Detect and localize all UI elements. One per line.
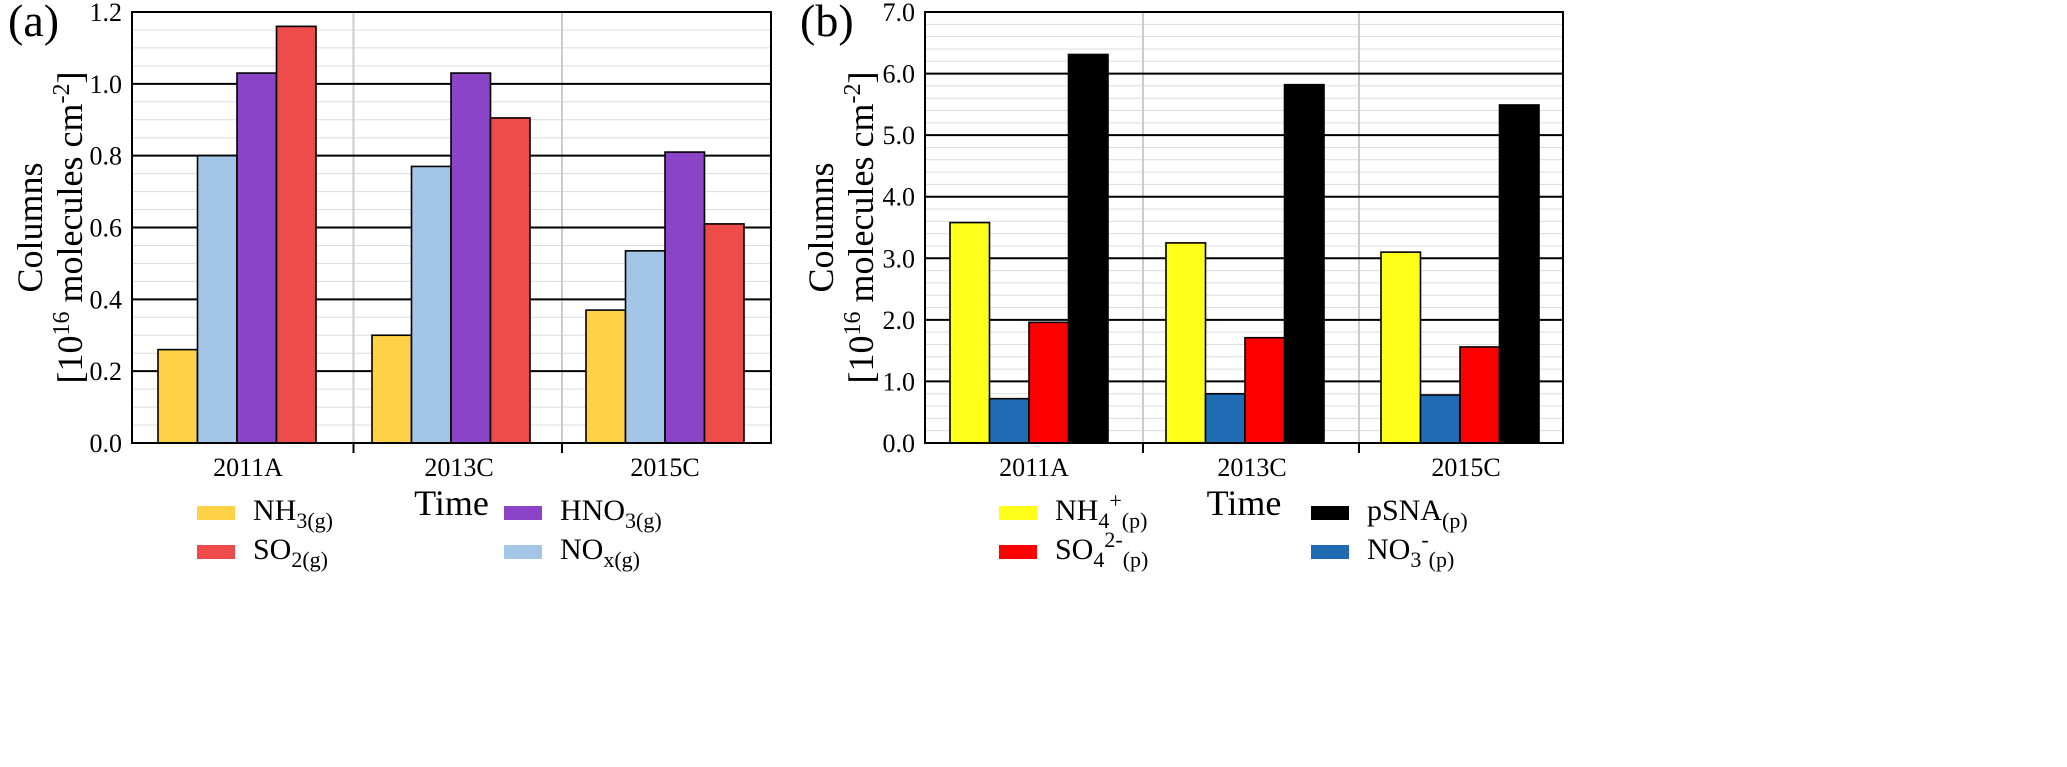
bar-so4-2011a — [1028, 321, 1070, 444]
bar-so2-2015c — [703, 223, 745, 444]
bar-nox-2015c — [624, 250, 666, 444]
bar-psna-2015c — [1498, 104, 1540, 444]
y-tick-label: 0.2 — [90, 357, 123, 386]
y-tick-label: 0.8 — [90, 142, 123, 171]
y-tick-label: 4.0 — [883, 183, 916, 212]
plot-frame — [924, 11, 1564, 444]
y-tick-label: 5.0 — [883, 121, 916, 150]
bar-so4-2013c — [1244, 336, 1286, 444]
y-tick-label: 1.0 — [90, 70, 123, 99]
y-tick-label: 3.0 — [883, 244, 916, 273]
legend-swatch-hno3 — [504, 506, 542, 520]
x-tick-label: 2013C — [424, 453, 493, 482]
y-tick-label: 1.2 — [90, 0, 123, 27]
legend-swatch-psna — [1311, 506, 1349, 520]
legend-swatch-so2 — [197, 545, 235, 559]
legend-label-nh4: NH4+(p) — [1055, 488, 1147, 533]
bar-nox-2011a — [196, 154, 238, 444]
y-tick-label: 0.0 — [883, 429, 916, 458]
legend-swatch-nox — [504, 545, 542, 559]
bar-no3-2015c — [1419, 394, 1461, 444]
bar-so4-2015c — [1459, 346, 1501, 444]
legend-swatch-nh3 — [197, 506, 235, 520]
x-tick-label: 2011A — [999, 453, 1069, 482]
bar-hno3-2011a — [236, 72, 278, 444]
bar-no3-2013c — [1204, 392, 1246, 444]
bar-nh3-2011a — [157, 348, 199, 444]
bar-so2-2013c — [489, 117, 531, 444]
bar-so2-2011a — [275, 25, 317, 444]
bar-hno3-2015c — [664, 151, 706, 444]
bar-nh4-2011a — [949, 221, 991, 444]
legend-label-psna: pSNA(p) — [1367, 494, 1468, 533]
y-tick-label: 0.6 — [90, 214, 123, 243]
legend-swatch-nh4 — [999, 506, 1037, 520]
bar-psna-2013c — [1283, 83, 1325, 444]
x-tick-label: 2013C — [1217, 453, 1286, 482]
legend-swatch-so4 — [999, 545, 1037, 559]
legend-swatch-no3 — [1311, 545, 1349, 559]
bar-nh4-2013c — [1165, 242, 1207, 444]
bar-nh3-2015c — [585, 309, 627, 444]
y-axis-label: Columns — [10, 162, 50, 292]
y-tick-label: 1.0 — [883, 367, 916, 396]
legend-label-nh3: NH3(g) — [253, 494, 333, 533]
bar-no3-2011a — [988, 397, 1030, 444]
chart-panel-a: 0.0 0.2 0.4 0.6 0.8 1.0 1.2 2011A 2013C 2015C Time… — [10, 0, 772, 572]
y-tick-label: 0.4 — [90, 285, 123, 314]
chart-panel-b: 0.0 1.0 2.0 3.0 4.0 5.0 6.0 7.0 2011A 2013C 2015C T… — [801, 0, 1564, 572]
bar-nh4-2015c — [1380, 251, 1422, 444]
panel-b-label: (b) — [800, 0, 854, 46]
y-tick-label: 0.0 — [90, 429, 123, 458]
y-axis-label: Columns — [801, 162, 841, 292]
bar-hno3-2013c — [450, 72, 492, 444]
x-tick-label: 2011A — [213, 453, 283, 482]
plot-frame — [131, 11, 772, 444]
legend-label-so2: SO2(g) — [253, 533, 328, 572]
bar-psna-2011a — [1067, 53, 1109, 444]
x-axis-label: Time — [414, 483, 489, 523]
y-axis-unit-label: [1016 molecules cm-2] — [840, 72, 881, 384]
x-tick-label: 2015C — [630, 453, 699, 482]
panel-a-label: (a) — [8, 0, 60, 46]
bar-nox-2013c — [410, 165, 452, 444]
legend-label-hno3: HNO3(g) — [560, 494, 662, 533]
legend-label-no3: NO3-(p) — [1367, 527, 1454, 572]
y-tick-label: 6.0 — [883, 60, 916, 89]
legend-label-so4: SO42-(p) — [1055, 527, 1148, 572]
y-axis-unit-label: [1016 molecules cm-2] — [49, 72, 90, 384]
legend-label-nox: NOx(g) — [560, 533, 640, 572]
x-tick-label: 2015C — [1431, 453, 1500, 482]
y-tick-label: 7.0 — [883, 0, 916, 27]
bar-nh3-2013c — [371, 334, 413, 444]
y-tick-label: 2.0 — [883, 306, 916, 335]
x-axis-label: Time — [1207, 483, 1282, 523]
